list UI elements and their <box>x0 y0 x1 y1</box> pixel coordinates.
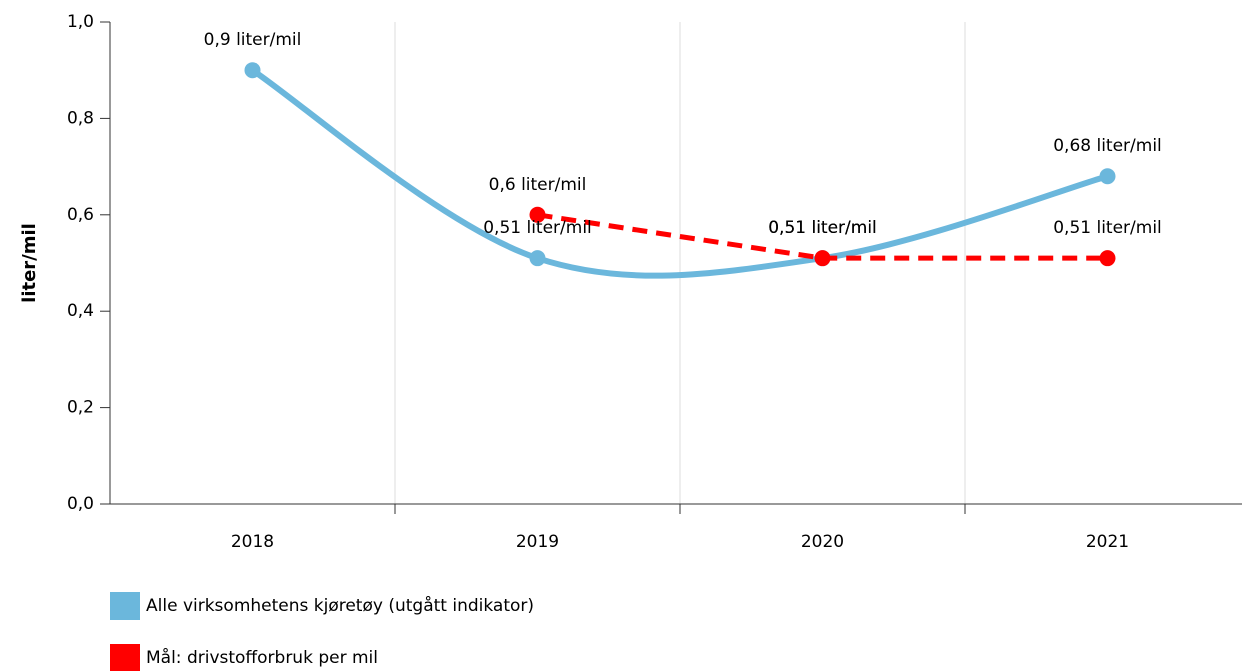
y-tick-label: 0,2 <box>67 398 94 418</box>
y-tick-label: 1,0 <box>67 12 94 32</box>
data-label: 0,51 liter/mil <box>768 218 877 238</box>
data-label: 0,9 liter/mil <box>204 30 302 50</box>
data-point <box>814 250 831 267</box>
data-label: 0,51 liter/mil <box>483 218 592 238</box>
data-point <box>1099 250 1116 267</box>
x-tick-label: 2019 <box>516 532 559 552</box>
x-tick-label: 2020 <box>801 532 844 552</box>
x-tick-label: 2018 <box>231 532 274 552</box>
series-line <box>249 67 1111 279</box>
y-axis-label: liter/mil <box>19 223 40 303</box>
legend-label: Alle virksomhetens kjøretøy (utgått indi… <box>146 595 534 616</box>
data-point <box>529 206 546 223</box>
data-point <box>529 250 546 267</box>
x-tick-label: 2021 <box>1086 532 1129 552</box>
y-tick-label: 0,4 <box>67 301 94 321</box>
data-label: 0,51 liter/mil <box>1053 218 1162 238</box>
legend-label: Mål: drivstofforbruk per mil <box>146 647 378 668</box>
legend-swatch <box>110 592 140 620</box>
data-label: 0,68 liter/mil <box>1053 136 1162 156</box>
data-point <box>1099 168 1116 185</box>
y-tick-label: 0,6 <box>67 205 94 225</box>
data-point <box>244 62 261 79</box>
y-tick-label: 0,0 <box>67 494 94 514</box>
y-tick-label: 0,8 <box>67 108 94 128</box>
data-label: 0,6 liter/mil <box>489 175 587 195</box>
legend-swatch <box>110 644 140 671</box>
data-label: 0,51 liter/mil <box>768 218 877 238</box>
